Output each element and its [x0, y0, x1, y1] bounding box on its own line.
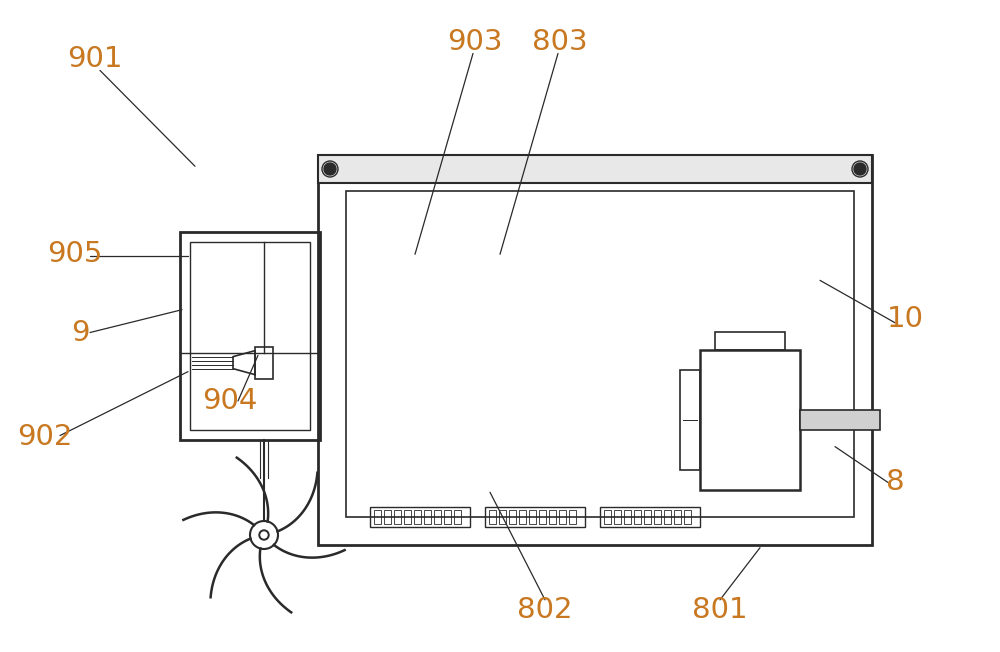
Bar [424, 510, 431, 524]
Text: 905: 905 [47, 241, 103, 268]
Text: 802: 802 [517, 596, 573, 623]
Bar [489, 510, 496, 524]
Bar [634, 510, 641, 524]
Bar [454, 510, 461, 524]
Bar [444, 510, 451, 524]
Bar [674, 510, 681, 524]
Bar [384, 510, 391, 524]
Text: 902: 902 [17, 423, 73, 451]
Bar [549, 510, 556, 524]
Bar [374, 510, 381, 524]
Text: 901: 901 [67, 45, 123, 72]
Bar [654, 510, 661, 524]
Circle shape [324, 163, 336, 175]
Bar [509, 510, 516, 524]
Bar [485, 507, 585, 527]
Text: 904: 904 [202, 387, 258, 415]
Circle shape [261, 532, 267, 538]
Bar [190, 242, 310, 430]
Bar [684, 510, 691, 524]
Text: 803: 803 [532, 29, 588, 56]
Bar [614, 510, 621, 524]
Bar [559, 510, 566, 524]
Bar [664, 510, 671, 524]
Bar [499, 510, 506, 524]
Bar [318, 155, 872, 545]
Text: 903: 903 [447, 29, 503, 56]
Bar [800, 410, 880, 430]
Bar [680, 370, 700, 470]
Bar [569, 510, 576, 524]
Bar [394, 510, 401, 524]
Bar [370, 507, 470, 527]
Bar [519, 510, 526, 524]
Bar [404, 510, 411, 524]
Bar [715, 332, 785, 350]
Circle shape [854, 163, 866, 175]
Text: 8: 8 [886, 469, 904, 496]
Bar [318, 155, 872, 183]
Bar [346, 191, 854, 517]
Bar [604, 510, 611, 524]
Text: 10: 10 [887, 306, 924, 333]
Text: 9: 9 [71, 319, 89, 346]
Bar [529, 510, 536, 524]
Bar [434, 510, 441, 524]
Bar [180, 232, 320, 440]
Bar [255, 347, 273, 379]
Bar [414, 510, 421, 524]
Bar [539, 510, 546, 524]
Bar [600, 507, 700, 527]
Circle shape [259, 530, 269, 540]
Text: 801: 801 [692, 596, 748, 623]
Bar [644, 510, 651, 524]
Bar [700, 350, 800, 490]
Bar [624, 510, 631, 524]
